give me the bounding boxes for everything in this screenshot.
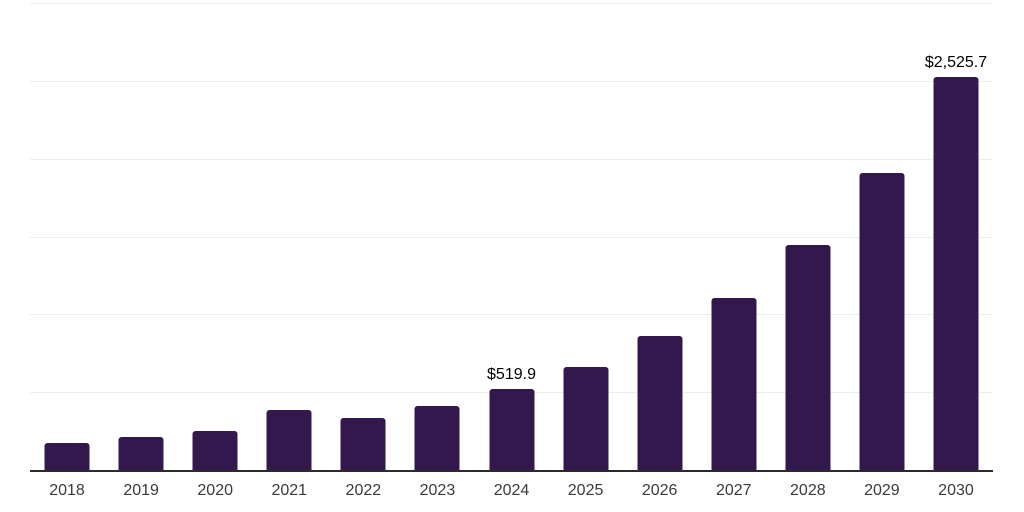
- x-tick-2025: 2025: [567, 482, 604, 499]
- x-tick-2030: 2030: [938, 482, 974, 499]
- plot-area: $519.9 $2,525.7: [30, 3, 993, 472]
- x-tick-2021: 2021: [271, 482, 308, 499]
- bar-slot-2019: [104, 3, 178, 470]
- x-tick-2022: 2022: [345, 482, 382, 499]
- x-tick-2024: 2024: [493, 482, 530, 499]
- bar-2023: [414, 406, 460, 470]
- bar-2024: [489, 389, 534, 470]
- bar-slot-2027: [697, 3, 771, 470]
- data-label-2030: $2,525.7: [924, 53, 988, 71]
- gridline-1500: [30, 236, 993, 238]
- bar-slot-2023: [400, 3, 474, 470]
- bar-slot-2021: [252, 3, 326, 470]
- bar-2029: [859, 173, 905, 470]
- bar-slot-2026: [623, 3, 697, 470]
- gridline-2000: [30, 158, 993, 160]
- bar-2027: [711, 297, 757, 470]
- bar-slot-2020: [178, 3, 252, 470]
- bar-2026: [637, 335, 683, 470]
- x-tick-2027: 2027: [715, 482, 752, 499]
- gridline-1000: [30, 314, 993, 316]
- x-tick-2020: 2020: [197, 482, 233, 499]
- bar-2030: [933, 76, 979, 470]
- bar-slot-2025: [549, 3, 623, 470]
- bar-slot-2030: $2,525.7: [919, 3, 993, 470]
- x-tick-2029: 2029: [864, 482, 900, 499]
- bar-slot-2018: [30, 3, 104, 470]
- x-tick-2018: 2018: [49, 482, 85, 499]
- bar-2020: [192, 430, 238, 470]
- x-tick-2028: 2028: [790, 482, 826, 499]
- x-tick-2019: 2019: [123, 482, 159, 499]
- bars-container: $519.9 $2,525.7: [30, 3, 993, 470]
- bar-slot-2022: [326, 3, 400, 470]
- bar-2022: [340, 418, 386, 470]
- bar-slot-2028: [771, 3, 845, 470]
- data-label-2024: $519.9: [487, 366, 536, 384]
- bar-slot-2029: [845, 3, 919, 470]
- bar-2028: [785, 245, 831, 470]
- bar-slot-2024: $519.9: [474, 3, 548, 470]
- bar-2019: [118, 436, 164, 470]
- gridline-3000: [30, 3, 993, 4]
- gridline-2500: [30, 80, 993, 82]
- x-tick-2026: 2026: [641, 482, 678, 499]
- bar-2021: [266, 409, 312, 470]
- bar-2025: [563, 367, 609, 470]
- x-axis-labels: 2018 2019 2020 2021 2022 2023 2024 2025 2026 2027…: [30, 481, 993, 501]
- x-tick-2023: 2023: [419, 482, 456, 499]
- bar-2018: [44, 442, 90, 470]
